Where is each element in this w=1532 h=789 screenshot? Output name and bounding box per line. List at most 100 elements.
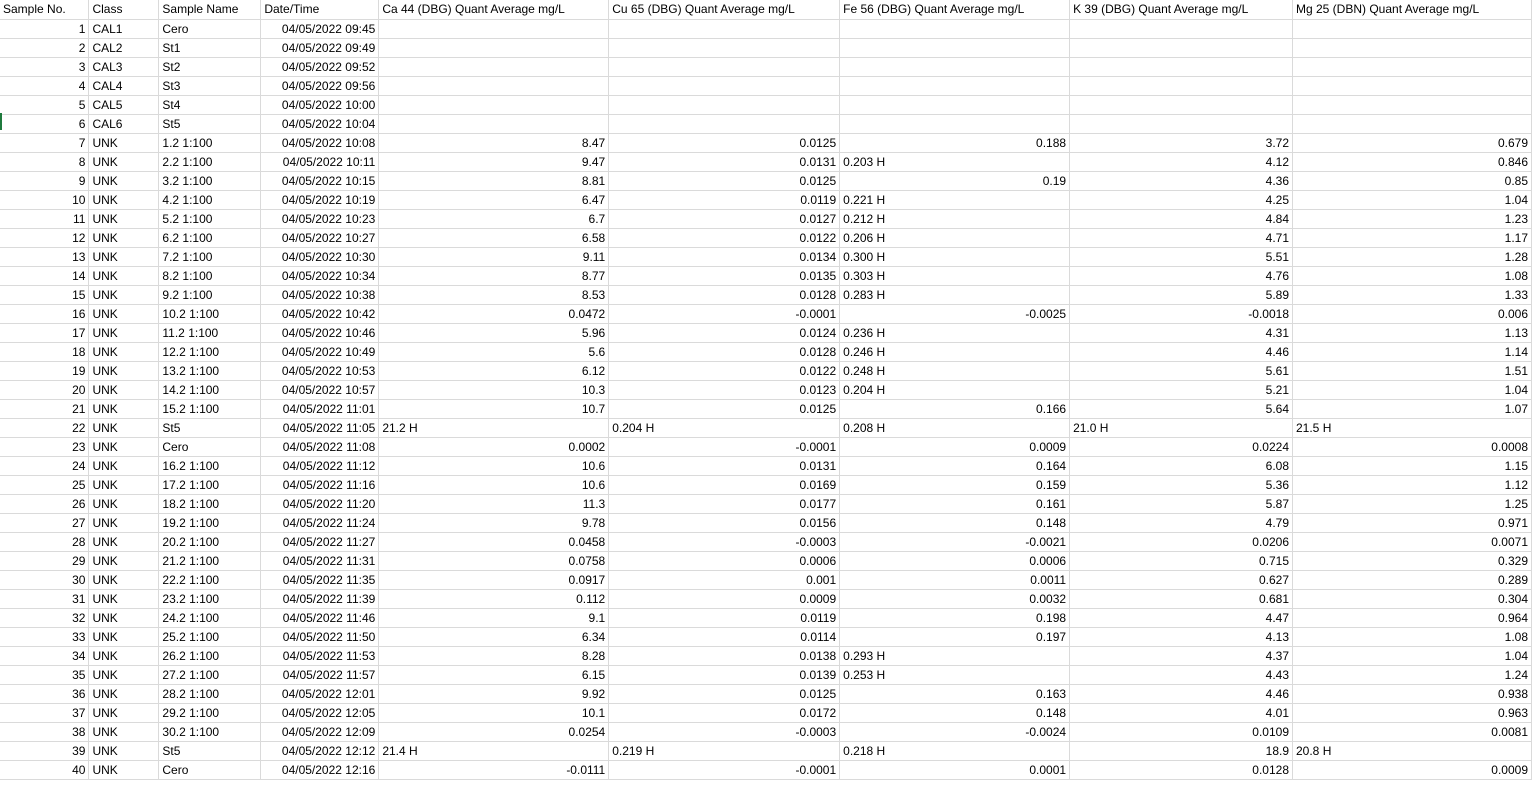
table-cell[interactable]: UNK bbox=[88, 513, 160, 533]
column-header[interactable]: Date/Time bbox=[260, 0, 380, 20]
table-cell[interactable]: 10.1 bbox=[378, 703, 610, 723]
table-cell[interactable]: St4 bbox=[158, 95, 262, 115]
table-cell[interactable]: 35 bbox=[0, 665, 90, 685]
table-cell[interactable]: 4.31 bbox=[1069, 323, 1293, 343]
table-cell[interactable]: 23.2 1:100 bbox=[158, 589, 262, 609]
table-cell[interactable]: 1.25 bbox=[1292, 494, 1532, 514]
table-cell[interactable]: 1.15 bbox=[1292, 456, 1532, 476]
table-cell[interactable]: -0.0001 bbox=[608, 304, 841, 324]
table-cell[interactable]: CAL3 bbox=[88, 57, 160, 77]
table-cell[interactable]: 0.197 bbox=[839, 627, 1071, 647]
table-cell[interactable]: UNK bbox=[88, 665, 160, 685]
table-cell[interactable]: 21.2 1:100 bbox=[158, 551, 262, 571]
table-cell[interactable]: 04/05/2022 11:53 bbox=[260, 646, 380, 666]
table-cell[interactable]: 0.0128 bbox=[608, 342, 841, 362]
table-cell[interactable]: 0.293 H bbox=[839, 646, 1071, 666]
table-cell[interactable]: 0.0009 bbox=[1292, 760, 1532, 780]
table-cell[interactable]: 9.2 1:100 bbox=[158, 285, 262, 305]
table-cell[interactable]: 0.206 H bbox=[839, 228, 1071, 248]
table-cell[interactable]: 0.208 H bbox=[839, 418, 1071, 438]
table-cell[interactable]: 0.0128 bbox=[608, 285, 841, 305]
table-cell[interactable]: -0.0018 bbox=[1069, 304, 1293, 324]
table-cell[interactable]: 4.76 bbox=[1069, 266, 1293, 286]
table-cell[interactable]: UNK bbox=[88, 399, 160, 419]
table-cell[interactable]: 04/05/2022 11:24 bbox=[260, 513, 380, 533]
table-cell[interactable]: 8.2 1:100 bbox=[158, 266, 262, 286]
table-cell[interactable]: 8.47 bbox=[378, 133, 610, 153]
table-cell[interactable]: 0.0006 bbox=[839, 551, 1071, 571]
table-cell[interactable]: UNK bbox=[88, 304, 160, 324]
table-cell[interactable]: 0.219 H bbox=[608, 741, 841, 761]
table-cell[interactable]: 0.246 H bbox=[839, 342, 1071, 362]
table-cell[interactable]: 0.0206 bbox=[1069, 532, 1293, 552]
table-cell[interactable]: 5.36 bbox=[1069, 475, 1293, 495]
table-cell[interactable]: 24.2 1:100 bbox=[158, 608, 262, 628]
table-cell[interactable]: CAL4 bbox=[88, 76, 160, 96]
table-cell[interactable]: 8.53 bbox=[378, 285, 610, 305]
table-cell[interactable]: 17.2 1:100 bbox=[158, 475, 262, 495]
table-cell[interactable]: 0.715 bbox=[1069, 551, 1293, 571]
table-cell[interactable]: 13 bbox=[0, 247, 90, 267]
table-cell[interactable]: 0.0114 bbox=[608, 627, 841, 647]
table-cell[interactable]: 0.0224 bbox=[1069, 437, 1293, 457]
table-cell[interactable]: 04/05/2022 10:57 bbox=[260, 380, 380, 400]
table-cell[interactable]: 4.01 bbox=[1069, 703, 1293, 723]
table-cell[interactable]: -0.0111 bbox=[378, 760, 610, 780]
table-cell[interactable]: 1.12 bbox=[1292, 475, 1532, 495]
table-cell[interactable]: St1 bbox=[158, 38, 262, 58]
table-cell[interactable]: 4.36 bbox=[1069, 171, 1293, 191]
table-cell[interactable]: 0.679 bbox=[1292, 133, 1532, 153]
table-cell[interactable]: 04/05/2022 10:38 bbox=[260, 285, 380, 305]
table-cell[interactable]: 0.163 bbox=[839, 684, 1071, 704]
table-cell[interactable]: 0.0177 bbox=[608, 494, 841, 514]
table-cell[interactable]: UNK bbox=[88, 703, 160, 723]
table-cell[interactable]: 0.0122 bbox=[608, 228, 841, 248]
table-cell[interactable]: 0.0124 bbox=[608, 323, 841, 343]
table-cell[interactable]: 3.72 bbox=[1069, 133, 1293, 153]
table-cell[interactable]: 04/05/2022 11:50 bbox=[260, 627, 380, 647]
table-cell[interactable]: UNK bbox=[88, 760, 160, 780]
table-cell[interactable]: 04/05/2022 11:35 bbox=[260, 570, 380, 590]
table-cell[interactable]: 4.84 bbox=[1069, 209, 1293, 229]
table-cell[interactable]: 04/05/2022 09:49 bbox=[260, 38, 380, 58]
table-cell[interactable]: 0.0006 bbox=[608, 551, 841, 571]
table-cell[interactable]: 0.0134 bbox=[608, 247, 841, 267]
table-cell[interactable]: 36 bbox=[0, 684, 90, 704]
table-cell[interactable]: 0.0128 bbox=[1069, 760, 1293, 780]
table-cell[interactable]: 39 bbox=[0, 741, 90, 761]
table-cell[interactable]: 4.13 bbox=[1069, 627, 1293, 647]
table-cell[interactable]: 7.2 1:100 bbox=[158, 247, 262, 267]
table-cell[interactable]: 20.8 H bbox=[1292, 741, 1532, 761]
table-cell[interactable] bbox=[608, 95, 841, 115]
column-header[interactable]: Sample Name bbox=[158, 0, 262, 20]
table-cell[interactable]: 6 bbox=[0, 114, 90, 134]
table-cell[interactable]: 22.2 1:100 bbox=[158, 570, 262, 590]
table-cell[interactable]: 04/05/2022 11:05 bbox=[260, 418, 380, 438]
table-cell[interactable]: 04/05/2022 09:52 bbox=[260, 57, 380, 77]
table-cell[interactable]: 32 bbox=[0, 608, 90, 628]
table-cell[interactable]: 10.3 bbox=[378, 380, 610, 400]
table-cell[interactable]: 21 bbox=[0, 399, 90, 419]
table-cell[interactable]: 0.0139 bbox=[608, 665, 841, 685]
table-cell[interactable]: 18 bbox=[0, 342, 90, 362]
table-cell[interactable]: UNK bbox=[88, 418, 160, 438]
table-cell[interactable]: 34 bbox=[0, 646, 90, 666]
table-cell[interactable]: 31 bbox=[0, 589, 90, 609]
table-cell[interactable]: 1.28 bbox=[1292, 247, 1532, 267]
table-cell[interactable] bbox=[608, 76, 841, 96]
table-cell[interactable] bbox=[1069, 95, 1293, 115]
table-cell[interactable]: 23 bbox=[0, 437, 90, 457]
table-cell[interactable]: UNK bbox=[88, 209, 160, 229]
table-cell[interactable]: 0.0122 bbox=[608, 361, 841, 381]
table-cell[interactable]: 12 bbox=[0, 228, 90, 248]
table-cell[interactable]: 0.0169 bbox=[608, 475, 841, 495]
table-cell[interactable]: 5.89 bbox=[1069, 285, 1293, 305]
table-cell[interactable]: UNK bbox=[88, 190, 160, 210]
table-cell[interactable]: 1.17 bbox=[1292, 228, 1532, 248]
table-cell[interactable]: 04/05/2022 10:27 bbox=[260, 228, 380, 248]
table-cell[interactable] bbox=[1292, 38, 1532, 58]
table-cell[interactable]: 6.2 1:100 bbox=[158, 228, 262, 248]
table-cell[interactable] bbox=[839, 76, 1071, 96]
table-cell[interactable]: UNK bbox=[88, 437, 160, 457]
table-cell[interactable]: 21.4 H bbox=[378, 741, 610, 761]
